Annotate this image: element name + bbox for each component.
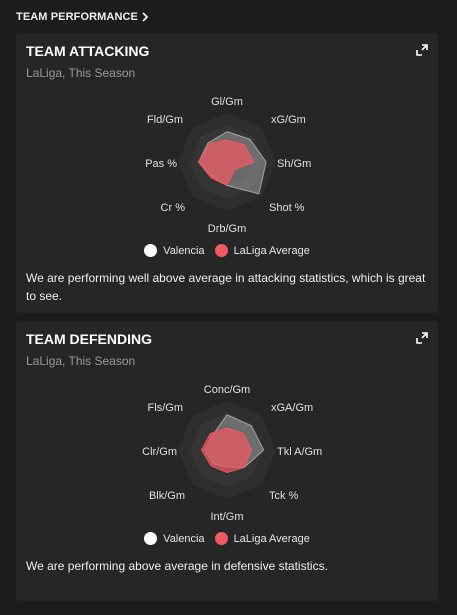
expand-icon[interactable]: [416, 44, 428, 56]
legend-label-team: Valencia: [163, 244, 205, 257]
chart-legend: Valencia LaLiga Average: [16, 532, 438, 545]
axis-label: Fld/Gm: [147, 114, 183, 126]
defending-summary: We are performing above average in defen…: [26, 559, 328, 573]
series-league-area: [200, 427, 253, 474]
axis-label: Conc/Gm: [204, 384, 250, 396]
axis-label: Cr %: [161, 202, 186, 214]
axis-label: xG/Gm: [271, 114, 306, 126]
axis-label: Pas %: [145, 158, 177, 170]
axis-label: Sh/Gm: [277, 158, 311, 170]
attacking-radar-chart: Gl/Gm xG/Gm Sh/Gm Shot % Drb/Gm Cr % Pas % Fld/…: [145, 96, 311, 235]
legend-label-league: LaLiga Average: [233, 244, 310, 257]
expand-icon[interactable]: [416, 332, 428, 344]
axis-label: Gl/Gm: [211, 96, 243, 108]
team-attacking-card: TEAM ATTACKING LaLiga, This Season Gl/Gm…: [16, 33, 438, 313]
league-dot-icon: [214, 244, 228, 257]
team-defending-card: TEAM DEFENDING LaLiga, This Season Conc/…: [16, 321, 438, 601]
axis-label: Shot %: [269, 202, 305, 214]
defending-radar-chart: Conc/Gm xGA/Gm Tkl A/Gm Tck % Int/Gm Blk/Gm Cl…: [142, 384, 322, 523]
chart-legend: Valencia LaLiga Average: [16, 244, 438, 257]
league-dot-icon: [214, 532, 228, 545]
axis-label: Drb/Gm: [208, 223, 247, 235]
legend-item-team: Valencia: [144, 244, 205, 257]
axis-label: Tck %: [269, 490, 299, 502]
team-dot-icon: [144, 532, 158, 545]
axis-label: Tkl A/Gm: [277, 446, 322, 458]
legend-item-league: LaLiga Average: [214, 532, 310, 545]
legend-label-team: Valencia: [163, 532, 205, 545]
team-dot-icon: [144, 244, 158, 257]
axis-label: xGA/Gm: [271, 402, 313, 414]
attacking-summary: We are performing well above average in …: [26, 271, 426, 303]
series-league-area: [197, 139, 255, 187]
axis-label: Fls/Gm: [148, 402, 183, 414]
card-title: TEAM ATTACKING: [26, 43, 150, 59]
section-title: TEAM PERFORMANCE: [16, 11, 138, 23]
axis-label: Int/Gm: [210, 511, 243, 523]
chevron-right-icon: [142, 12, 149, 22]
axis-label: Clr/Gm: [142, 446, 177, 458]
legend-label-league: LaLiga Average: [233, 532, 310, 545]
card-title: TEAM DEFENDING: [26, 331, 152, 347]
legend-item-league: LaLiga Average: [214, 244, 310, 257]
card-subtitle: LaLiga, This Season: [26, 354, 136, 368]
axis-label: Blk/Gm: [149, 490, 185, 502]
card-subtitle: LaLiga, This Season: [26, 66, 136, 80]
team-performance-link[interactable]: TEAM PERFORMANCE: [16, 11, 149, 23]
legend-item-team: Valencia: [144, 532, 205, 545]
